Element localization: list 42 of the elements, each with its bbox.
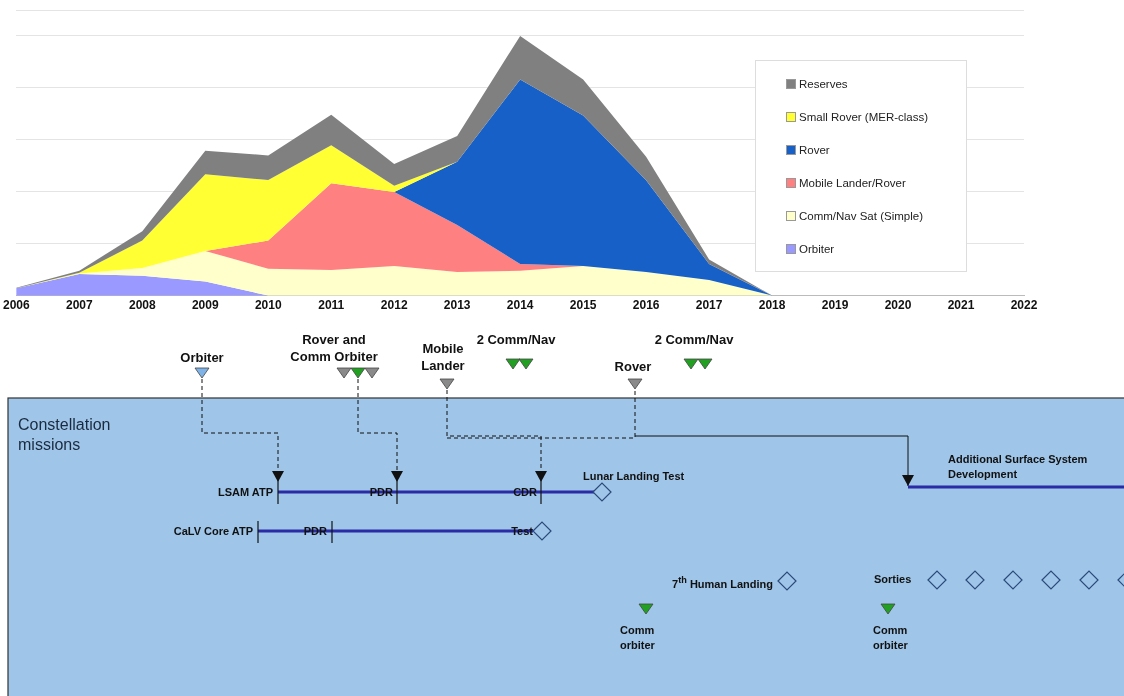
legend-label: Orbiter: [799, 242, 835, 255]
text: CaLV Core ATP: [172, 524, 253, 539]
x-tick-label: 2018: [758, 298, 786, 313]
x-tick-label: 2016: [632, 298, 660, 313]
text: Lunar Landing Test: [583, 469, 686, 484]
x-tick-label: 2008: [128, 298, 156, 313]
legend-label: Rover: [799, 143, 830, 156]
text: CDR: [512, 485, 537, 500]
x-tick-label: 2019: [821, 298, 849, 313]
x-tick-label: 2006: [3, 298, 31, 313]
text: Rover and Comm Orbiter: [289, 331, 379, 365]
x-tick-label: 2015: [569, 298, 597, 313]
x-tick-label: 2013: [443, 298, 471, 313]
text: Constellation missions: [18, 415, 112, 455]
legend-label: Small Rover (MER-class): [799, 110, 929, 123]
text: Comm orbiter: [873, 623, 909, 653]
legend-label: Mobile Lander/Rover: [799, 176, 906, 189]
legend-label: Comm/Nav Sat (Simple): [799, 209, 923, 222]
x-tick-label: 2010: [254, 298, 282, 313]
text: Orbiter: [179, 349, 225, 366]
x-tick-label: 2014: [506, 298, 534, 313]
text: 2 Comm/Nav: [653, 331, 735, 348]
x-tick-label: 2022: [1010, 298, 1038, 313]
text: PDR: [302, 524, 327, 539]
text: Rover: [613, 358, 653, 375]
text: 2 Comm/Nav: [476, 332, 556, 347]
x-tick-label: 2021: [947, 298, 975, 313]
legend-label: Reserves: [799, 77, 848, 90]
text: Comm orbiter: [620, 623, 656, 653]
x-tick-label: 2009: [191, 298, 219, 313]
x-tick-label: 2007: [65, 298, 93, 313]
x-tick-label: 2017: [695, 298, 723, 313]
text: PDR: [368, 485, 393, 500]
x-tick-label: 2011: [318, 298, 345, 313]
text: Test: [510, 524, 533, 539]
text: Sorties: [874, 572, 913, 587]
x-tick-label: 2020: [884, 298, 912, 313]
text: Mobile Lander: [420, 340, 466, 374]
text: Additional Surface System Development: [948, 452, 1089, 482]
text: LSAM ATP: [217, 485, 273, 500]
text: 7$^{th}$ Human Landing: [671, 574, 773, 592]
x-tick-label: 2012: [380, 298, 408, 313]
